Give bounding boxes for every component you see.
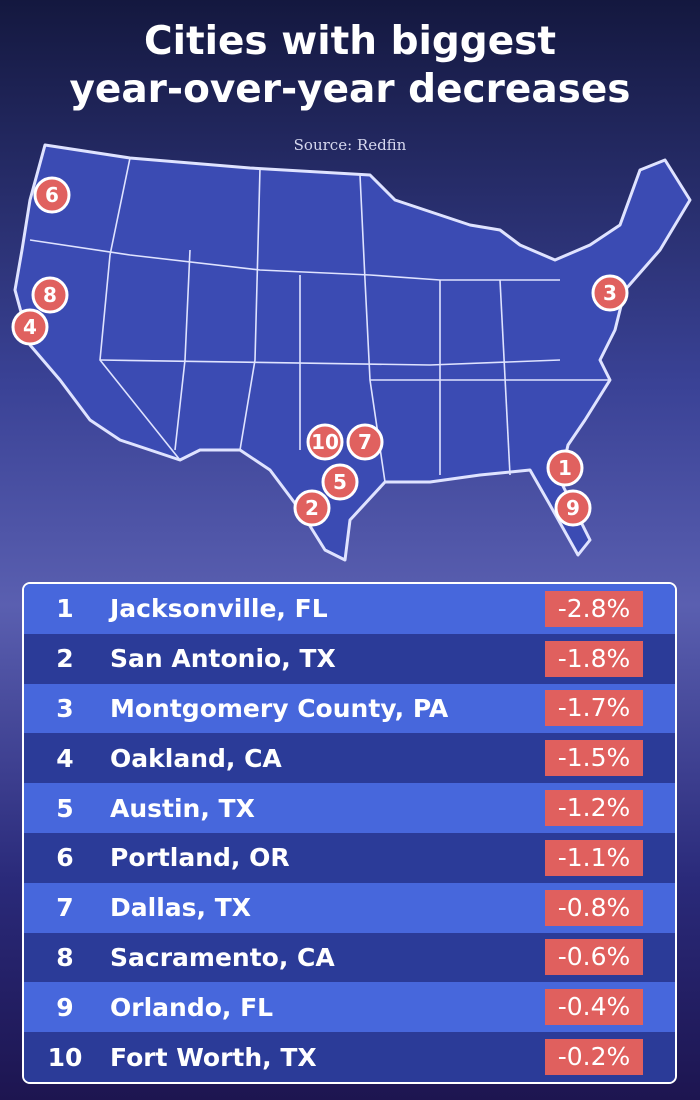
ranking-table: 1 Jacksonville, FL -2.8% 2 San Antonio, TX -1… (22, 582, 677, 1084)
rank: 7 (56, 893, 74, 923)
marker-label: 10 (311, 430, 339, 454)
table-row: 8 Sacramento, CA -0.6% (24, 932, 675, 983)
change: -2.8% (545, 590, 643, 627)
change: -0.2% (545, 1039, 643, 1076)
change: -0.4% (545, 989, 643, 1026)
city-name: Dallas, TX (110, 893, 252, 923)
city-name: Sacramento, CA (110, 942, 335, 972)
map-marker: 8 (31, 276, 69, 314)
marker-circle (11, 308, 49, 346)
table-row: 7 Dallas, TX -0.8% (24, 882, 675, 933)
city-name: San Antonio, TX (110, 644, 336, 674)
marker-circle (33, 176, 71, 214)
marker-circle (306, 423, 344, 461)
marker-circle (321, 463, 359, 501)
change: -0.6% (545, 939, 643, 976)
rank: 1 (56, 594, 74, 624)
marker-circle (546, 449, 584, 487)
map-marker: 9 (554, 489, 592, 527)
table-row: 3 Montgomery County, PA -1.7% (24, 683, 675, 734)
city-name: Montgomery County, PA (110, 693, 449, 723)
city-name: Austin, TX (110, 793, 255, 823)
marker-label: 6 (45, 183, 59, 207)
marker-label: 5 (333, 470, 347, 494)
change: -0.8% (545, 889, 643, 926)
map-marker: 4 (11, 308, 49, 346)
map: 6 84 3 1 9 10 752 (11, 143, 692, 562)
map-marker: 6 (33, 176, 71, 214)
map-marker: 10 (306, 423, 344, 461)
change: -1.5% (545, 740, 643, 777)
change: -1.7% (545, 690, 643, 727)
table-row: 10 Fort Worth, TX -0.2% (24, 1032, 675, 1082)
rank: 8 (56, 942, 74, 972)
us-map (13, 143, 692, 562)
map-marker: 5 (321, 463, 359, 501)
markers: 6 84 3 1 9 10 752 (11, 176, 629, 527)
rank: 5 (56, 793, 74, 823)
state-lines (29, 157, 610, 483)
city-name: Oakland, CA (110, 743, 282, 773)
change: -1.1% (545, 839, 643, 876)
city-name: Jacksonville, FL (110, 594, 328, 624)
marker-label: 3 (603, 281, 617, 305)
marker-label: 4 (23, 315, 37, 339)
change: -1.8% (545, 640, 643, 677)
rank: 6 (56, 843, 74, 873)
table-row: 5 Austin, TX -1.2% (24, 783, 675, 833)
map-marker: 7 (346, 423, 384, 461)
rank: 10 (47, 1042, 83, 1072)
change: -1.2% (545, 790, 643, 827)
marker-label: 9 (566, 496, 580, 520)
title-line: year-over-year decreases (69, 67, 631, 112)
rank: 3 (56, 693, 74, 723)
city-name: Orlando, FL (110, 992, 274, 1022)
rank: 9 (56, 992, 74, 1022)
table-row: 2 San Antonio, TX -1.8% (24, 633, 675, 684)
title: Cities with biggest year-over-year decre… (0, 18, 700, 114)
marker-circle (31, 276, 69, 314)
city-name: Portland, OR (110, 843, 290, 873)
marker-circle (591, 274, 629, 312)
rank: 4 (56, 743, 74, 773)
map-marker: 2 (293, 489, 331, 527)
title-line: Cities with biggest (143, 19, 557, 64)
map-marker: 3 (591, 274, 629, 312)
marker-label: 1 (558, 456, 572, 480)
source: Source: Redfin (293, 136, 407, 154)
marker-circle (554, 489, 592, 527)
table-row: 6 Portland, OR -1.1% (24, 832, 675, 883)
table-row: 1 Jacksonville, FL -2.8% (24, 584, 675, 634)
table-row: 9 Orlando, FL -0.4% (24, 982, 675, 1033)
marker-label: 7 (358, 430, 372, 454)
marker-label: 8 (43, 283, 57, 307)
city-name: Fort Worth, TX (110, 1042, 317, 1072)
table-row: 4 Oakland, CA -1.5% (24, 733, 675, 784)
marker-circle (293, 489, 331, 527)
rank: 2 (56, 644, 74, 674)
marker-circle (346, 423, 384, 461)
map-marker: 1 (546, 449, 584, 487)
marker-label: 2 (305, 496, 319, 520)
